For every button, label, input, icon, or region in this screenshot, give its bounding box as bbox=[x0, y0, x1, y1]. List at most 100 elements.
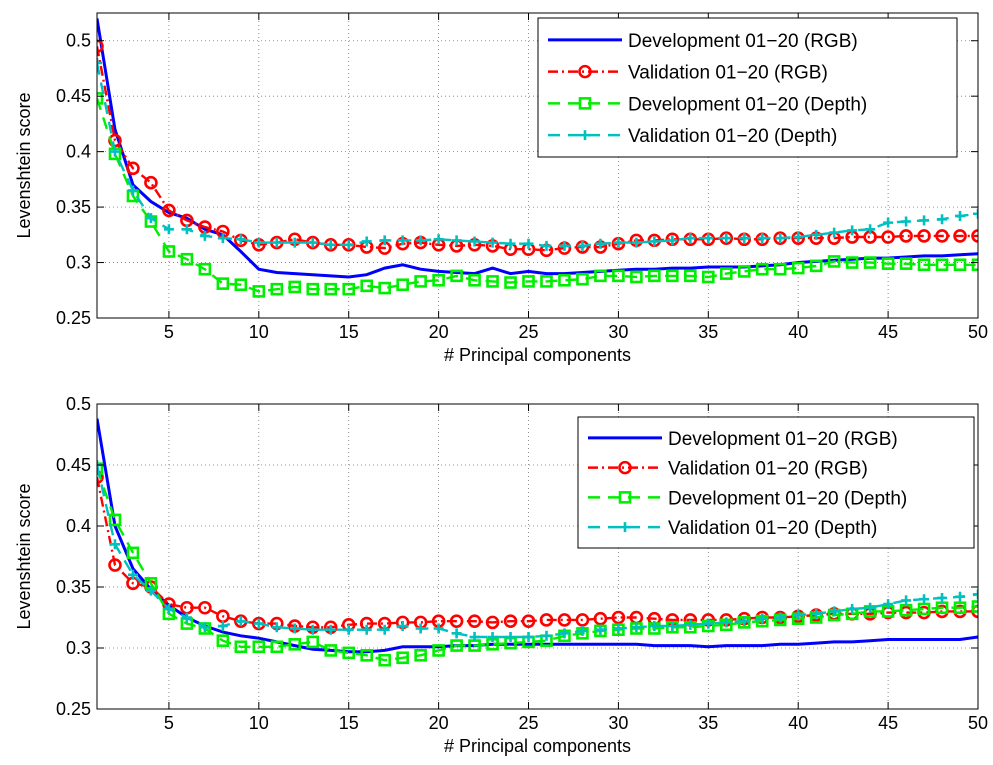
x-tick-label: 35 bbox=[698, 713, 718, 733]
series-group bbox=[97, 18, 978, 298]
data-point bbox=[181, 224, 192, 235]
data-point bbox=[829, 606, 840, 617]
data-point bbox=[270, 282, 284, 296]
data-point bbox=[450, 269, 463, 283]
data-point bbox=[414, 649, 427, 662]
data-point bbox=[612, 269, 625, 283]
data-point bbox=[343, 239, 354, 250]
data-point bbox=[559, 240, 570, 251]
data-point bbox=[180, 252, 194, 266]
data-point bbox=[953, 601, 967, 615]
data-point bbox=[721, 233, 732, 244]
data-point bbox=[97, 462, 104, 475]
data-point bbox=[469, 632, 480, 643]
data-point bbox=[541, 630, 552, 641]
data-point bbox=[307, 624, 318, 635]
x-tick-label: 5 bbox=[164, 322, 174, 342]
data-point bbox=[343, 624, 354, 635]
legend-marker bbox=[620, 522, 630, 533]
data-point bbox=[702, 270, 715, 284]
y-tick-label: 0.3 bbox=[66, 253, 91, 273]
legend-label: Validation 01−20 (RGB) bbox=[668, 459, 868, 480]
data-point bbox=[576, 272, 589, 286]
data-point bbox=[252, 640, 266, 654]
data-point bbox=[360, 279, 373, 293]
data-point bbox=[450, 639, 463, 652]
data-point bbox=[881, 257, 895, 270]
x-tick-label: 35 bbox=[698, 322, 718, 342]
data-point bbox=[540, 275, 553, 288]
data-point bbox=[937, 592, 948, 603]
axes-box bbox=[96, 403, 979, 710]
data-point bbox=[899, 229, 913, 243]
data-point bbox=[235, 234, 246, 245]
data-point bbox=[199, 622, 210, 633]
series-line-1 bbox=[97, 18, 978, 279]
data-point bbox=[342, 282, 356, 296]
data-point bbox=[648, 269, 661, 283]
data-point bbox=[667, 235, 678, 246]
data-point bbox=[378, 281, 391, 295]
series-line-2 bbox=[97, 46, 978, 252]
data-point bbox=[935, 258, 949, 272]
data-point bbox=[289, 237, 300, 248]
data-point bbox=[397, 621, 408, 632]
data-point bbox=[288, 638, 302, 651]
x-tick-label: 15 bbox=[339, 713, 359, 733]
legend-label: Validation 01−20 (Depth) bbox=[628, 126, 837, 147]
data-point bbox=[97, 57, 102, 68]
data-point bbox=[847, 603, 858, 614]
data-point bbox=[144, 175, 158, 190]
data-point bbox=[109, 146, 120, 157]
x-tick-label: 50 bbox=[968, 713, 988, 733]
x-tick-label: 25 bbox=[518, 713, 538, 733]
legend-marker bbox=[578, 64, 592, 79]
legend-label: Development 01−20 (Depth) bbox=[668, 488, 907, 509]
data-point bbox=[883, 599, 894, 610]
data-point bbox=[270, 640, 284, 654]
data-point bbox=[595, 238, 606, 249]
series-group bbox=[97, 418, 978, 667]
data-point bbox=[773, 262, 787, 276]
data-point bbox=[451, 628, 462, 639]
data-point bbox=[414, 275, 427, 288]
x-tick-label: 45 bbox=[878, 713, 898, 733]
data-point bbox=[216, 277, 230, 290]
data-point bbox=[757, 613, 768, 624]
data-point bbox=[685, 619, 696, 630]
data-point bbox=[127, 185, 138, 196]
data-point bbox=[451, 235, 462, 246]
x-tick-label: 40 bbox=[788, 713, 808, 733]
legend-label: Development 01−20 (RGB) bbox=[668, 429, 898, 450]
axes-box bbox=[96, 12, 979, 319]
y-tick-label: 0.25 bbox=[56, 699, 91, 719]
data-point bbox=[971, 229, 978, 243]
data-point bbox=[775, 612, 786, 623]
data-point bbox=[703, 618, 714, 629]
data-point bbox=[971, 600, 978, 613]
data-point bbox=[865, 224, 876, 235]
legend-label: Validation 01−20 (Depth) bbox=[668, 518, 877, 539]
y-tick-label: 0.5 bbox=[66, 394, 91, 414]
y-tick-label: 0.35 bbox=[56, 577, 91, 597]
data-point bbox=[235, 616, 246, 627]
data-point bbox=[595, 624, 606, 635]
x-tick-label: 30 bbox=[608, 322, 628, 342]
data-point bbox=[953, 258, 967, 272]
y-axis-title: Levenshtein score bbox=[14, 483, 34, 629]
x-tick-label: 30 bbox=[608, 713, 628, 733]
data-point bbox=[847, 225, 858, 236]
data-point bbox=[505, 632, 516, 643]
data-point bbox=[162, 203, 176, 218]
data-point bbox=[217, 621, 228, 632]
data-point bbox=[487, 632, 498, 643]
data-point bbox=[685, 233, 696, 244]
data-point bbox=[325, 239, 336, 250]
data-point bbox=[163, 603, 174, 614]
x-tick-label: 10 bbox=[249, 713, 269, 733]
x-tick-label: 20 bbox=[429, 322, 449, 342]
data-point bbox=[973, 208, 978, 219]
series-line-3 bbox=[97, 468, 978, 662]
data-point bbox=[181, 612, 192, 623]
y-tick-label: 0.45 bbox=[56, 455, 91, 475]
